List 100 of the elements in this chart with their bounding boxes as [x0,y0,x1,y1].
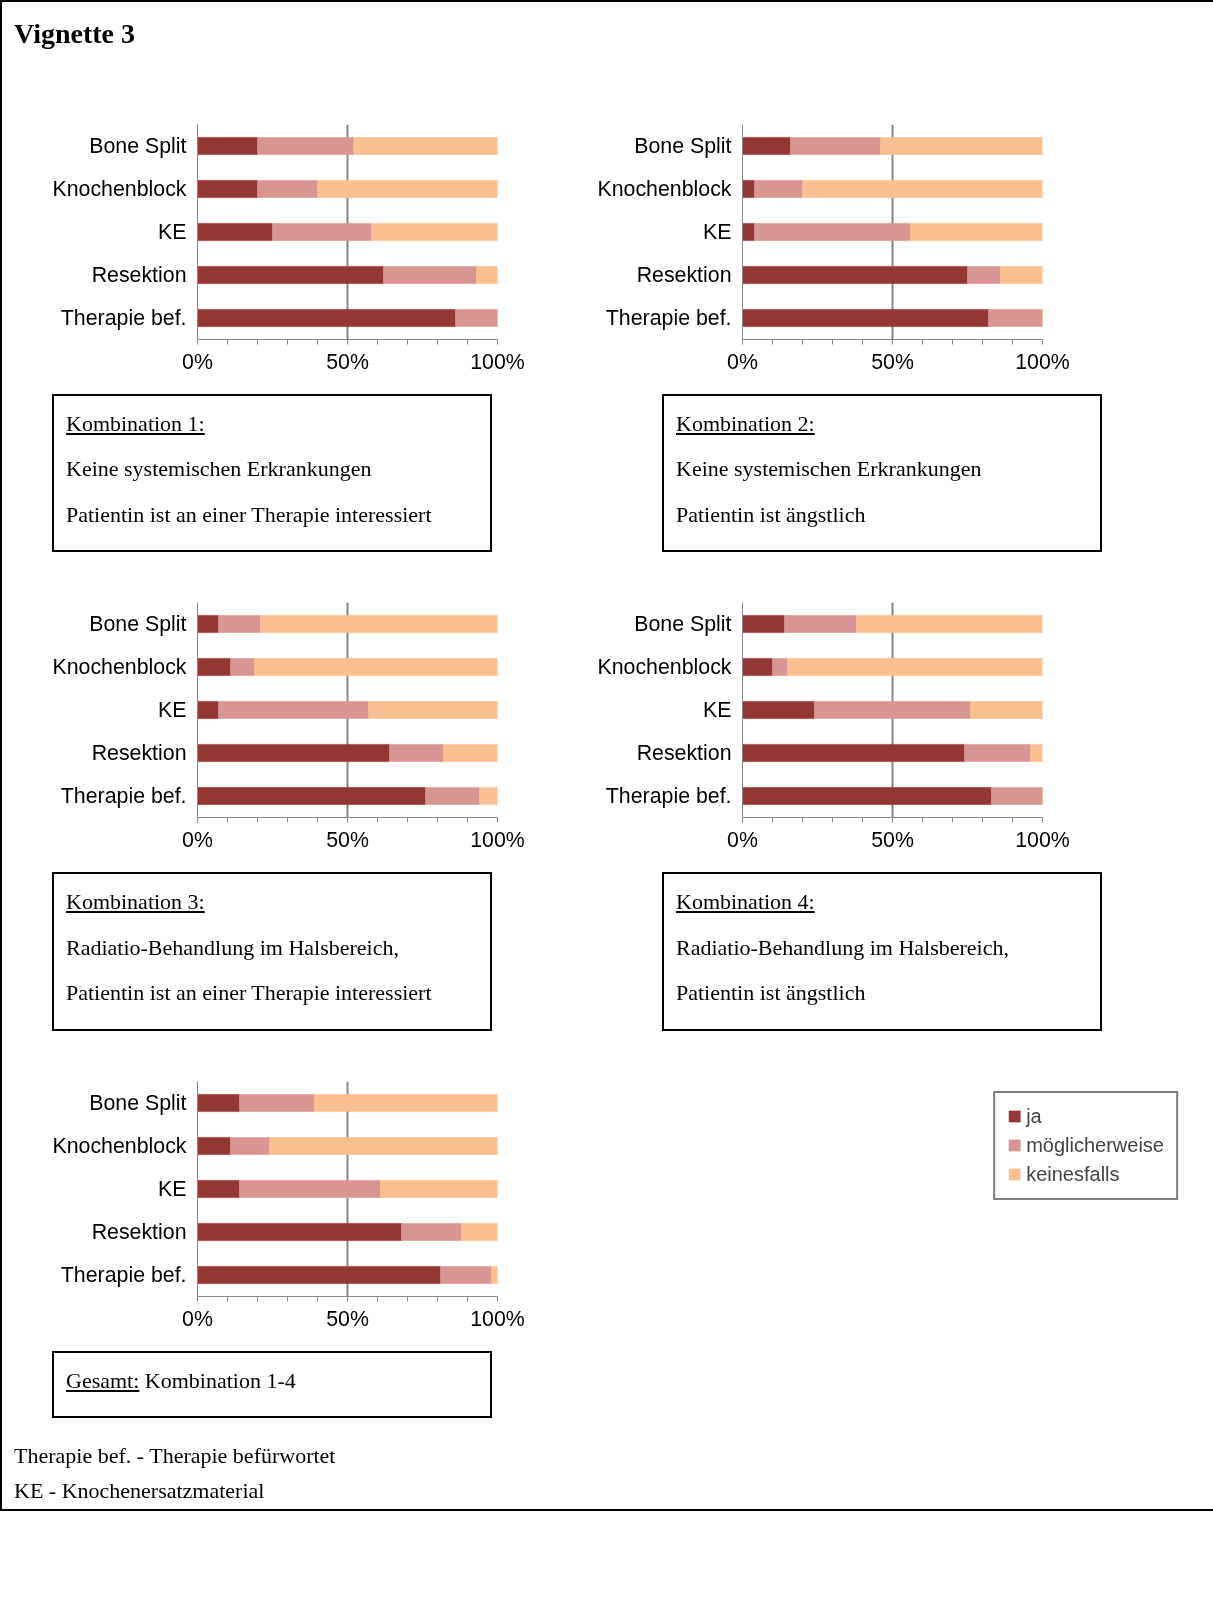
bar [1030,744,1043,763]
x-tick-label: 100% [470,349,525,374]
bar [1000,265,1043,285]
bar [380,1179,498,1198]
bar [880,136,1043,156]
text: Patientin ist an einer Therapie interessiert [66,500,433,529]
bar [197,787,426,806]
bar [802,179,1043,199]
y-tick-label: Bone Split [89,134,187,158]
y-tick-label: KE [158,1176,187,1201]
text: Patientin ist ängstlich [676,500,867,529]
bar [197,1136,231,1155]
bar [401,1222,462,1241]
bar [260,615,498,634]
y-tick-label: Therapie bef. [605,306,732,330]
bar [197,744,390,763]
bar [754,222,911,242]
y-tick-label: Therapie bef. [60,306,187,330]
bar [742,615,785,634]
bar [353,136,498,156]
bar [197,308,456,328]
bar [479,787,498,806]
bar [218,701,369,720]
bar [383,265,477,285]
y-tick-label: KE [158,220,187,244]
text: Kombination 3: [66,889,205,915]
bar [197,136,258,156]
bar [239,1093,315,1112]
x-tick-label: 50% [326,827,369,852]
y-tick-label: Resektion [636,263,732,287]
bar [964,744,1031,763]
text: Therapie bef. - Therapie befürwortet [14,1441,336,1470]
chart-title: Vignette 3 [14,18,136,49]
bar [742,265,968,285]
bar [218,615,261,634]
x-tick-label: 100% [1015,827,1070,852]
bar [197,615,219,634]
y-tick-label: Therapie bef. [605,784,732,809]
bar [239,1179,381,1198]
bar [197,701,219,720]
x-tick-label: 50% [871,827,914,852]
y-tick-label: Knochenblock [597,655,732,680]
y-tick-label: KE [158,698,187,723]
x-tick-label: 100% [1015,349,1070,374]
bar [197,179,258,199]
bar [254,658,498,677]
bar [742,787,992,806]
bar [742,136,791,156]
bar [389,744,444,763]
x-tick-label: 0% [182,349,213,374]
bar [970,701,1043,720]
text: Patientin ist ängstlich [676,979,867,1008]
bar [742,308,989,328]
bar [742,701,815,720]
text: Kombination 4: [676,889,815,915]
bar [257,136,354,156]
y-tick-label: Knochenblock [52,655,187,680]
bar [257,179,318,199]
bar [371,222,498,242]
x-tick-label: 50% [326,349,369,374]
bar [443,744,498,763]
text: Patientin ist an einer Therapie interessiert [66,979,433,1008]
x-tick-label: 50% [326,1306,369,1331]
bar [491,1265,498,1284]
bar [910,222,1043,242]
legend-label: möglicherweise [1026,1133,1164,1157]
bar [197,658,231,677]
y-tick-label: Therapie bef. [60,784,187,809]
y-tick-label: Resektion [91,263,187,287]
bar [197,222,273,242]
bar [197,1179,240,1198]
y-tick-label: Bone Split [89,1090,187,1115]
bar [368,701,498,720]
bar [269,1136,498,1155]
bar [742,658,773,677]
bar [197,265,384,285]
y-tick-label: Resektion [636,741,732,766]
bar [814,701,971,720]
bar [272,222,372,242]
bar [455,308,498,328]
bar [314,1093,498,1112]
text: Gesamt: Kombination 1-4 [66,1366,297,1395]
x-tick-label: 100% [470,827,525,852]
legend-label: ja [1026,1104,1043,1128]
x-tick-label: 0% [182,827,213,852]
bar [425,787,480,806]
y-tick-label: Bone Split [634,134,732,158]
bar [991,787,1043,806]
text: Kombination 2: [676,411,815,436]
bar [988,308,1043,328]
y-tick-label: Resektion [91,1219,187,1244]
bar [967,265,1001,285]
bar [856,615,1043,634]
bar [461,1222,498,1241]
y-tick-label: Bone Split [634,612,732,637]
x-tick-label: 0% [182,1306,213,1331]
y-tick-label: KE [703,220,732,244]
y-tick-label: KE [703,698,732,723]
text: KE - Knochenersatzmaterial [14,1477,265,1506]
bar [742,744,965,763]
